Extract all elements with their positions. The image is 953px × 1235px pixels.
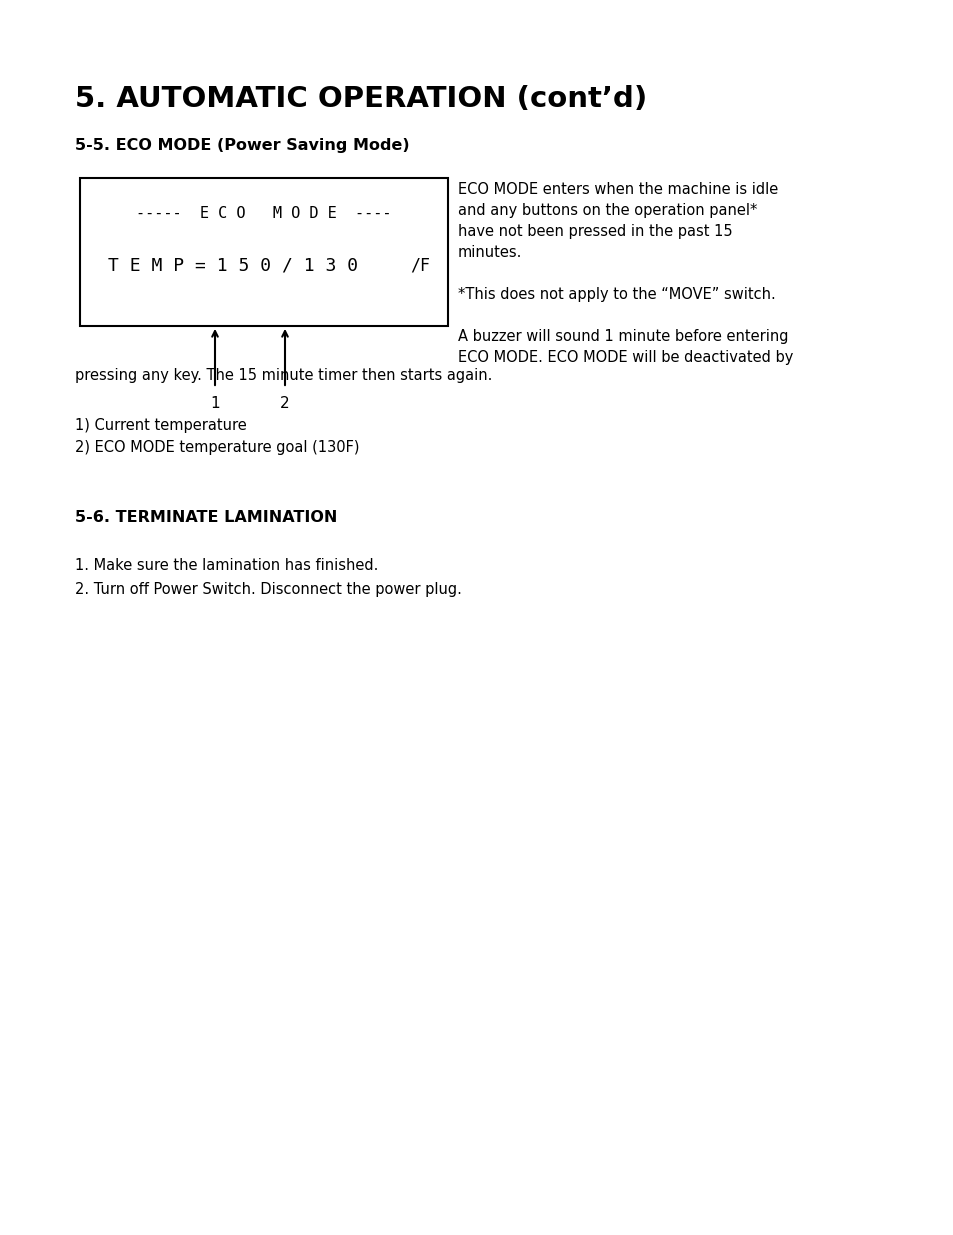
Text: and any buttons on the operation panel*: and any buttons on the operation panel* — [457, 203, 757, 219]
Text: 5-6. TERMINATE LAMINATION: 5-6. TERMINATE LAMINATION — [75, 510, 337, 525]
Text: ECO MODE enters when the machine is idle: ECO MODE enters when the machine is idle — [457, 182, 778, 198]
Text: 2: 2 — [280, 396, 290, 411]
Text: 2. Turn off Power Switch. Disconnect the power plug.: 2. Turn off Power Switch. Disconnect the… — [75, 582, 461, 597]
Text: 1: 1 — [210, 396, 219, 411]
Text: 1. Make sure the lamination has finished.: 1. Make sure the lamination has finished… — [75, 558, 378, 573]
Text: 1) Current temperature: 1) Current temperature — [75, 417, 247, 433]
Text: pressing any key. The 15 minute timer then starts again.: pressing any key. The 15 minute timer th… — [75, 368, 492, 383]
Text: 5. AUTOMATIC OPERATION (cont’d): 5. AUTOMATIC OPERATION (cont’d) — [75, 85, 646, 112]
Text: -----  E C O   M O D E  ----: ----- E C O M O D E ---- — [136, 206, 392, 221]
Text: *This does not apply to the “MOVE” switch.: *This does not apply to the “MOVE” switc… — [457, 287, 775, 303]
Text: T E M P = 1 5 0 / 1 3 0: T E M P = 1 5 0 / 1 3 0 — [108, 256, 357, 274]
Bar — [80, 178, 448, 326]
Text: 2) ECO MODE temperature goal (130F): 2) ECO MODE temperature goal (130F) — [75, 440, 359, 454]
Text: have not been pressed in the past 15: have not been pressed in the past 15 — [457, 224, 732, 240]
Text: /F: /F — [410, 256, 430, 274]
Text: A buzzer will sound 1 minute before entering: A buzzer will sound 1 minute before ente… — [457, 329, 788, 345]
Text: ECO MODE. ECO MODE will be deactivated by: ECO MODE. ECO MODE will be deactivated b… — [457, 350, 793, 366]
Text: minutes.: minutes. — [457, 245, 522, 261]
Text: 5-5. ECO MODE (Power Saving Mode): 5-5. ECO MODE (Power Saving Mode) — [75, 138, 409, 153]
